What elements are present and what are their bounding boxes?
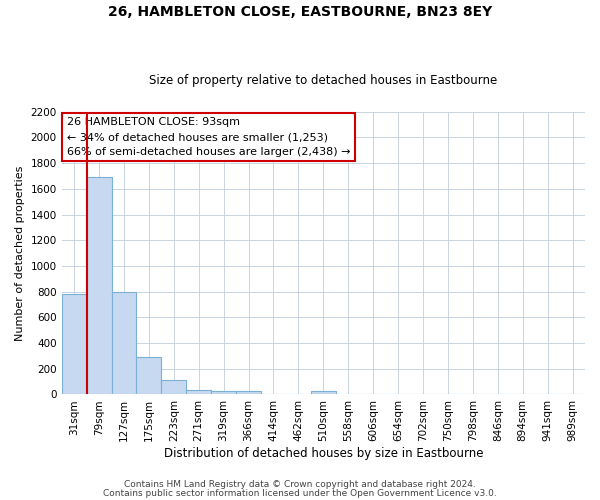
Bar [236,391,261,394]
Text: Contains HM Land Registry data © Crown copyright and database right 2024.: Contains HM Land Registry data © Crown c… [124,480,476,489]
Bar [136,356,161,395]
Bar [62,294,86,394]
Bar [186,390,211,394]
Bar [112,292,136,395]
Text: Contains public sector information licensed under the Open Government Licence v3: Contains public sector information licen… [103,488,497,498]
X-axis label: Distribution of detached houses by size in Eastbourne: Distribution of detached houses by size … [164,447,483,460]
Text: 26, HAMBLETON CLOSE, EASTBOURNE, BN23 8EY: 26, HAMBLETON CLOSE, EASTBOURNE, BN23 8E… [108,5,492,19]
Y-axis label: Number of detached properties: Number of detached properties [15,166,25,341]
Title: Size of property relative to detached houses in Eastbourne: Size of property relative to detached ho… [149,74,497,87]
Bar [311,391,336,394]
Bar [86,178,112,394]
Bar [211,391,236,394]
Text: 26 HAMBLETON CLOSE: 93sqm
← 34% of detached houses are smaller (1,253)
66% of se: 26 HAMBLETON CLOSE: 93sqm ← 34% of detac… [67,118,350,157]
Bar [161,380,186,394]
